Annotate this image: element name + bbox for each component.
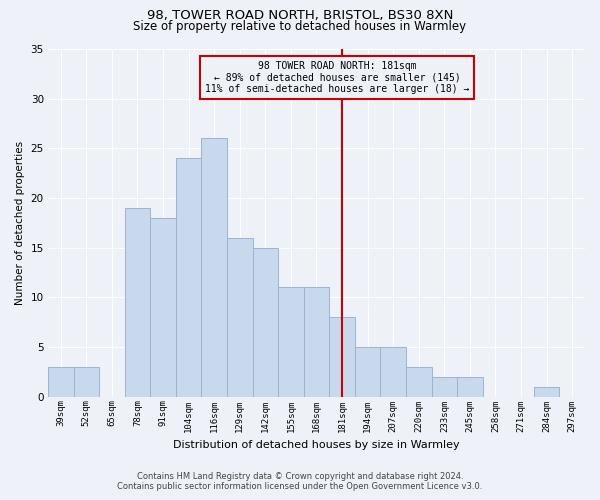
Bar	[202, 138, 227, 396]
Bar	[406, 367, 431, 396]
Bar	[150, 218, 176, 396]
Bar	[227, 238, 253, 396]
Y-axis label: Number of detached properties: Number of detached properties	[15, 141, 25, 305]
Bar	[380, 347, 406, 397]
Text: 98, TOWER ROAD NORTH, BRISTOL, BS30 8XN: 98, TOWER ROAD NORTH, BRISTOL, BS30 8XN	[147, 9, 453, 22]
Bar	[431, 377, 457, 396]
Bar	[329, 317, 355, 396]
Bar	[457, 377, 483, 396]
Bar	[125, 208, 150, 396]
Bar	[304, 288, 329, 397]
Bar	[534, 386, 559, 396]
Bar	[253, 248, 278, 396]
Bar	[48, 367, 74, 396]
Text: 98 TOWER ROAD NORTH: 181sqm
← 89% of detached houses are smaller (145)
11% of se: 98 TOWER ROAD NORTH: 181sqm ← 89% of det…	[205, 61, 469, 94]
Text: Size of property relative to detached houses in Warmley: Size of property relative to detached ho…	[133, 20, 467, 33]
Bar	[176, 158, 202, 396]
Bar	[278, 288, 304, 397]
Text: Contains HM Land Registry data © Crown copyright and database right 2024.
Contai: Contains HM Land Registry data © Crown c…	[118, 472, 482, 491]
Bar	[74, 367, 99, 396]
X-axis label: Distribution of detached houses by size in Warmley: Distribution of detached houses by size …	[173, 440, 460, 450]
Bar	[355, 347, 380, 397]
